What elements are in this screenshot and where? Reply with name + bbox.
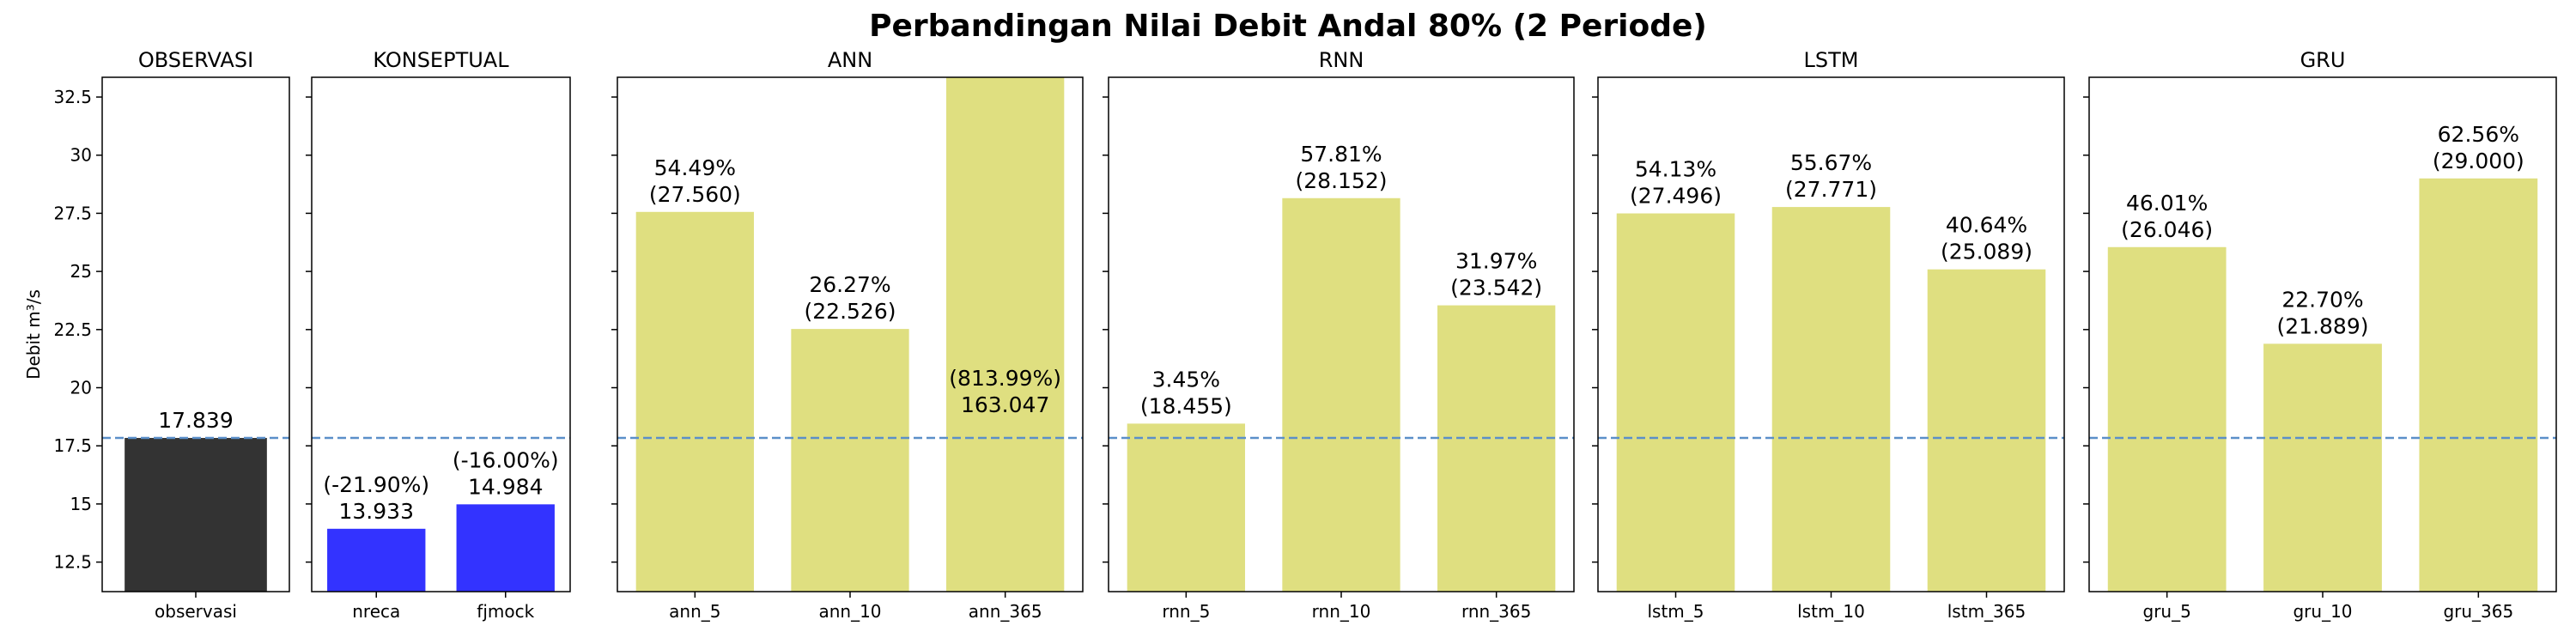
bar [456,504,555,592]
y-tick-label: 30 [70,145,92,166]
axes-frame [311,76,571,592]
value-label: 54.13% [1635,157,1716,182]
value-label: 62.56% [2438,122,2519,147]
y-tick-label: 12.5 [53,552,92,573]
x-tick-label: rnn_5 [1162,601,1210,622]
value-label: (25.089) [1941,240,2032,264]
value-label: 46.01% [2126,191,2208,216]
bars [125,438,267,592]
value-label: 14.984 [468,474,543,499]
x-tick-label: gru_5 [2143,601,2191,622]
value-label: 40.64% [1946,213,2027,238]
value-label: 54.49% [654,155,736,180]
value-label: 163.047 [961,392,1049,417]
value-label: (27.560) [649,182,741,207]
bar [327,528,426,592]
x-tick-label: ann_5 [669,601,720,622]
value-label: (23.542) [1450,276,1542,301]
value-label: (22.526) [805,299,896,324]
axes-frame [101,76,290,592]
bars [1127,197,1556,592]
bar [1771,207,1891,592]
y-tick-label: 17.5 [53,435,92,456]
x-tick-label: gru_365 [2443,601,2513,622]
value-label: (813.99%) [949,366,1061,391]
x-tick-label: lstm_5 [1647,601,1704,622]
bar [2107,246,2227,592]
value-label: (-21.90%) [323,472,429,497]
bar [2263,343,2382,592]
value-label: 17.839 [158,408,233,433]
value-label: 26.27% [809,272,890,297]
bar [635,211,754,592]
value-label: 55.67% [1790,150,1872,175]
bars [2107,178,2538,592]
axes-frame [2088,76,2557,592]
x-tick-label: nreca [352,601,400,622]
value-label: 57.81% [1300,142,1382,167]
axes-frame [1597,76,2065,592]
x-tick-label: lstm_365 [1947,601,2026,622]
x-tick-label: ann_365 [969,601,1042,622]
value-label: 22.70% [2281,287,2363,312]
subplot-title: KONSEPTUAL [373,48,509,72]
subplot-title: GRU [2300,48,2346,72]
value-label: (28.152) [1296,168,1388,193]
figure-title: Perbandingan Nilai Debit Andal 80% (2 Pe… [869,9,1707,44]
bar [946,77,1065,592]
y-axis-label: Debit m³/s [23,289,44,380]
x-tick-label: fjmock [477,601,534,622]
bar [1282,197,1400,592]
y-tick-label: 15 [70,494,92,514]
axes-frame [1108,76,1575,592]
y-tick-label: 22.5 [53,319,92,340]
value-label: (29.000) [2433,149,2524,173]
y-tick-label: 25 [70,261,92,282]
value-label: (-16.00%) [453,447,559,472]
subplot-title: ANN [828,48,872,72]
x-tick-label: rnn_10 [1312,601,1371,622]
bar [2419,178,2538,592]
y-tick-label: 20 [70,378,92,398]
value-label: 3.45% [1152,367,1220,392]
value-label: 31.97% [1455,249,1537,274]
axes-frame [617,76,1084,592]
value-label: 13.933 [339,499,414,524]
y-tick-label: 27.5 [53,203,92,223]
bar [1616,213,1735,592]
bar [791,329,909,592]
value-label: (27.496) [1630,184,1722,209]
bars [327,504,555,592]
value-label: (27.771) [1785,177,1877,202]
subplot-title: OBSERVASI [138,48,253,72]
x-tick-label: observasi [155,601,237,622]
bar [1437,305,1556,592]
bar [1127,423,1245,592]
subplot-title: RNN [1319,48,1364,72]
y-tick-label: 32.5 [53,87,92,107]
bar [1927,269,2046,592]
bars [635,77,1065,592]
value-label: (21.889) [2277,313,2369,338]
x-tick-label: lstm_10 [1797,601,1865,622]
value-label: (18.455) [1140,393,1232,418]
subplot-title: LSTM [1804,48,1859,72]
x-tick-label: rnn_365 [1461,601,1531,622]
x-tick-label: ann_10 [818,601,881,622]
bar [125,438,267,592]
bars [1616,207,2046,592]
value-label: (26.046) [2121,217,2213,242]
x-tick-label: gru_10 [2293,601,2352,622]
